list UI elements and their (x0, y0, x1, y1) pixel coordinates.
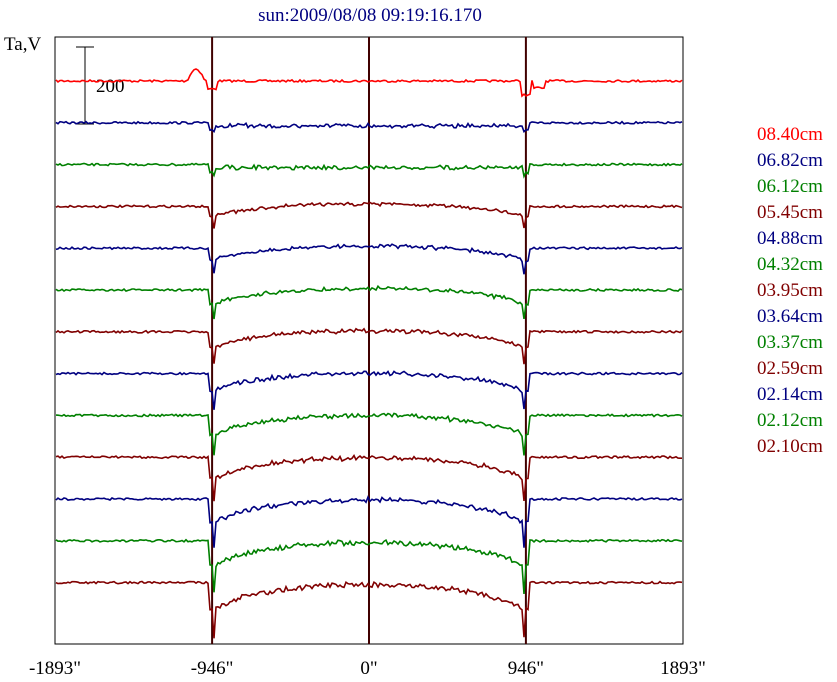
series-line (55, 162, 683, 179)
legend-entry: 03.95cm (757, 280, 823, 301)
legend-entry: 02.12cm (757, 410, 823, 431)
x-tick-label: -1893" (29, 658, 81, 679)
series-lines (55, 68, 683, 639)
series-line (55, 284, 683, 320)
x-tick-label: -946" (191, 658, 234, 679)
legend: 08.40cm 06.82cm 06.12cm 05.45cm 04.88cm 04.32… (757, 124, 823, 457)
legend-entry: 06.82cm (757, 150, 823, 171)
legend-entry: 04.32cm (757, 254, 823, 275)
legend-entry: 06.12cm (757, 176, 823, 197)
legend-entry: 08.40cm (757, 124, 823, 145)
series-line (55, 68, 683, 98)
x-tick-label: 946" (508, 658, 544, 679)
y-axis-label: Ta,V (4, 34, 41, 55)
series-line (55, 201, 683, 229)
series-line (55, 454, 682, 502)
series-line (55, 495, 683, 548)
series-line (55, 412, 683, 456)
x-tick-label: 0" (360, 658, 377, 679)
series-line (55, 370, 683, 410)
legend-entry: 04.88cm (757, 228, 823, 249)
legend-entry: 02.59cm (757, 358, 823, 379)
scale-bar-label: 200 (96, 76, 125, 97)
legend-entry: 02.10cm (757, 436, 823, 457)
scale-bar (76, 46, 94, 125)
x-tick-label: 1893" (660, 658, 706, 679)
series-line (55, 120, 683, 133)
chart-title: sun:2009/08/08 09:19:16.170 (258, 5, 482, 26)
legend-entry: 02.14cm (757, 384, 823, 405)
series-line (55, 580, 683, 639)
x-tick-labels: -1893" -946" 0" 946" 1893" (29, 658, 706, 679)
legend-entry: 05.45cm (757, 202, 823, 223)
series-line (55, 538, 683, 595)
series-line (55, 243, 683, 275)
legend-entry: 03.64cm (757, 306, 823, 327)
legend-entry: 03.37cm (757, 332, 823, 353)
vertical-markers (211, 37, 527, 644)
series-line (55, 327, 683, 365)
